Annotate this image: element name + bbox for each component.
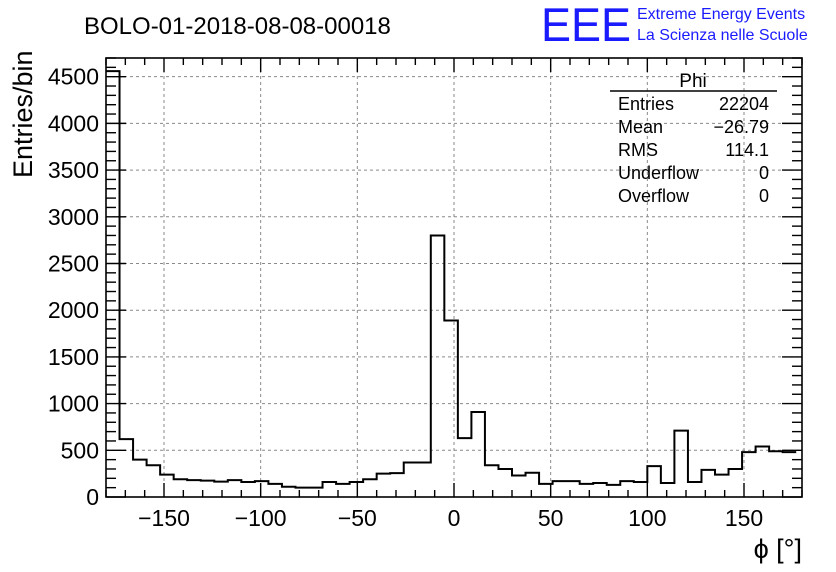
y-tick-label: 500 xyxy=(61,437,99,463)
histogram-bin xyxy=(363,479,377,497)
stats-row-label: Entries xyxy=(618,94,674,114)
histogram-bin xyxy=(620,481,634,497)
x-tick-labels: −150 −100 −50 0 50 100 150 xyxy=(138,505,763,531)
histogram-bin xyxy=(566,481,580,497)
histogram-bin xyxy=(756,447,770,497)
histogram-bin xyxy=(471,412,485,497)
histogram-bin xyxy=(674,431,688,497)
y-tick-label: 0 xyxy=(86,484,99,510)
stats-rows: Entries 22204 Mean −26.79 RMS 114.1 Underflow 0… xyxy=(618,94,769,206)
stats-row-value: 22204 xyxy=(719,94,769,114)
histogram-bin xyxy=(526,473,540,497)
histogram-bin xyxy=(390,473,404,497)
histogram-bin xyxy=(323,482,337,497)
y-tick-label: 2500 xyxy=(48,250,99,276)
histogram-outline xyxy=(106,70,797,489)
y-tick-label: 3000 xyxy=(48,204,99,230)
histogram-bin xyxy=(147,465,161,497)
x-tick-label: −150 xyxy=(138,505,190,531)
stats-row-value: 0 xyxy=(759,186,769,206)
eee-logo: EEE Extreme Energy Events La Scienza nel… xyxy=(541,0,808,51)
x-tick-label: −100 xyxy=(235,505,287,531)
stats-row-value: 0 xyxy=(759,163,769,183)
histogram-bin xyxy=(783,452,797,497)
stats-row-value: 114.1 xyxy=(725,140,769,160)
y-tick-label: 1500 xyxy=(48,344,99,370)
y-tick-labels: 0 500 1000 1500 2000 2500 3000 3500 4000 4500 xyxy=(48,64,99,510)
histogram-bin xyxy=(241,482,255,497)
histogram-bin xyxy=(729,469,743,497)
histogram-bin xyxy=(417,462,431,497)
histogram-bin xyxy=(295,488,309,497)
stats-row-label: Underflow xyxy=(618,163,700,183)
stats-box: Phi Entries 22204 Mean −26.79 RMS 114.1 Underf… xyxy=(610,71,777,206)
eee-logo-mark: EEE xyxy=(541,0,631,51)
histogram-bin xyxy=(634,482,648,497)
x-tick-label: 50 xyxy=(538,505,564,531)
y-tick-label: 4500 xyxy=(48,64,99,90)
stats-title: Phi xyxy=(679,71,706,92)
histogram-bin xyxy=(187,480,201,497)
histogram-bin xyxy=(350,482,364,497)
histogram-bin xyxy=(580,484,594,497)
histogram-bin xyxy=(106,71,120,497)
chart-title: BOLO-01-2018-08-08-00018 xyxy=(84,13,391,40)
eee-logo-line2: La Scienza nelle Scuole xyxy=(637,27,808,44)
x-tick-label: 100 xyxy=(628,505,666,531)
y-tick-label: 2000 xyxy=(48,297,99,323)
histogram-bin xyxy=(282,487,296,497)
histogram-bin xyxy=(431,235,445,497)
histogram-bin xyxy=(458,438,472,497)
histogram-bin xyxy=(174,479,188,497)
histogram-bin xyxy=(593,483,607,497)
y-tick-label: 3500 xyxy=(48,157,99,183)
stats-row-label: Mean xyxy=(618,117,663,137)
histogram-bin xyxy=(553,481,567,497)
histogram-series xyxy=(106,70,797,497)
histogram-bin xyxy=(255,481,269,497)
stats-row-value: −26.79 xyxy=(713,117,769,137)
histogram-bin xyxy=(214,482,228,497)
eee-logo-line1: Extreme Energy Events xyxy=(637,6,805,23)
histogram-bin xyxy=(701,470,715,497)
x-tick-label: 0 xyxy=(448,505,461,531)
stats-row-label: Overflow xyxy=(618,186,690,206)
y-axis-label: Entries/bin xyxy=(8,50,38,178)
histogram-bin xyxy=(160,475,174,497)
stats-row-label: RMS xyxy=(618,140,658,160)
histogram-bin xyxy=(120,439,134,497)
x-tick-label: −50 xyxy=(338,505,377,531)
histogram-bin xyxy=(309,488,323,497)
histogram-bin xyxy=(769,451,783,497)
histogram-bin xyxy=(647,466,661,497)
histogram-bin xyxy=(715,475,729,497)
x-tick-label: 150 xyxy=(725,505,763,531)
axis-ticks xyxy=(105,57,803,498)
x-axis-label: ϕ [°] xyxy=(754,534,802,564)
histogram-bin xyxy=(498,469,512,497)
grid xyxy=(106,58,802,497)
histogram-bin xyxy=(661,483,675,497)
histogram-bin xyxy=(444,320,458,497)
histogram-bin xyxy=(512,476,526,497)
histogram-bin xyxy=(228,480,242,497)
histogram-bin xyxy=(688,482,702,497)
histogram-bin xyxy=(377,474,391,497)
histogram-bin xyxy=(485,465,499,497)
y-tick-label: 1000 xyxy=(48,391,99,417)
y-tick-label: 4000 xyxy=(48,110,99,136)
